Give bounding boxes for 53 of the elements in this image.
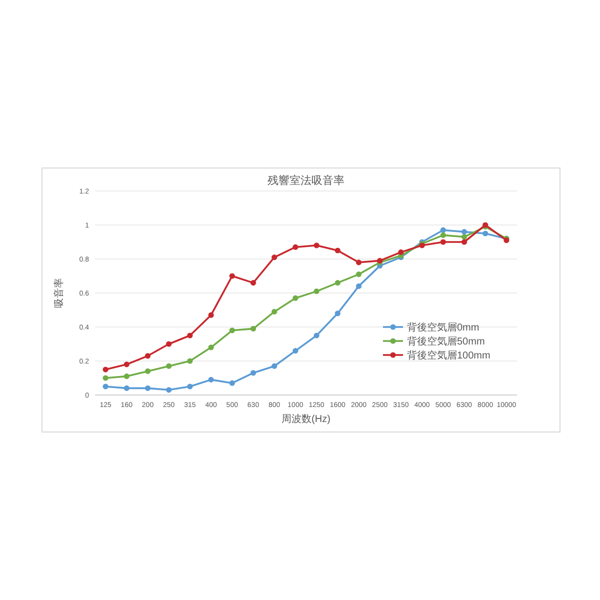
point (187, 332, 193, 338)
point (208, 312, 214, 318)
point (461, 234, 468, 240)
point (124, 362, 130, 368)
chart-title: 残響室法吸音率 (268, 174, 344, 187)
point (440, 227, 446, 233)
point (144, 353, 151, 359)
point (166, 363, 172, 369)
legend-label: 背後空気層100mm (407, 350, 490, 362)
point (102, 375, 108, 381)
point (356, 272, 362, 278)
point (250, 326, 256, 332)
point (250, 370, 256, 376)
point (166, 387, 172, 393)
point (314, 288, 320, 294)
point (144, 385, 151, 391)
legend-label: 背後空気層0mm (407, 322, 480, 334)
point (272, 254, 278, 260)
point (314, 332, 320, 338)
x-axis-title: 周波数(Hz) (282, 413, 330, 425)
point (440, 239, 446, 245)
point (229, 380, 235, 386)
point (356, 260, 362, 266)
point (440, 232, 446, 238)
legend-label: 背後空気層50mm (407, 336, 485, 348)
point (166, 341, 172, 347)
point (314, 242, 320, 248)
point (398, 249, 404, 255)
point (334, 248, 340, 254)
point (292, 244, 298, 250)
point (124, 385, 130, 391)
y-axis-title: 吸音率 (53, 278, 65, 308)
point (102, 366, 108, 372)
point (334, 310, 340, 316)
point (461, 229, 468, 235)
point (250, 280, 256, 286)
point (461, 239, 468, 245)
point (229, 328, 235, 334)
point (187, 384, 193, 390)
point (272, 363, 278, 369)
point (102, 384, 108, 390)
point (124, 374, 130, 380)
point (292, 348, 298, 354)
point (292, 295, 298, 301)
point (144, 368, 151, 374)
point (356, 283, 362, 289)
point (272, 308, 278, 314)
point (482, 230, 488, 236)
point (187, 358, 193, 364)
point (229, 273, 235, 279)
point (208, 344, 214, 350)
point (208, 376, 214, 382)
point (334, 280, 340, 286)
